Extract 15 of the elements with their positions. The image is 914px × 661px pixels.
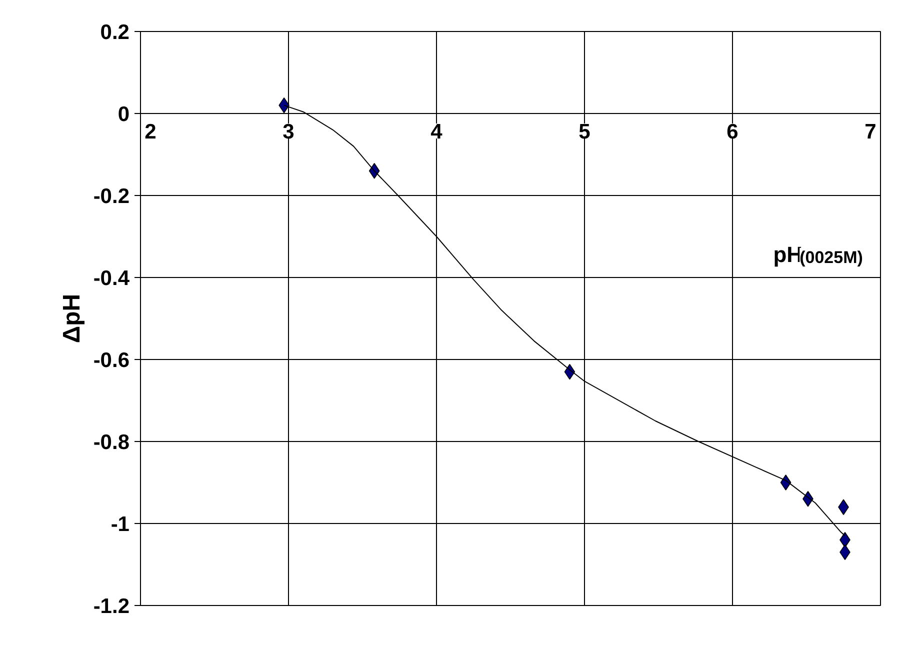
y-tick-label: -0.4 bbox=[93, 267, 130, 290]
y-tick-label: 0 bbox=[118, 103, 130, 126]
y-tick-label: -1.2 bbox=[93, 595, 130, 618]
y-axis-title: ΔpH bbox=[58, 294, 86, 344]
y-tick-label: -0.2 bbox=[93, 185, 130, 208]
y-tick-label: 0.2 bbox=[100, 21, 130, 44]
x-tick-label: 6 bbox=[726, 120, 738, 144]
y-tick-label: -0.6 bbox=[93, 349, 130, 372]
y-tick-label: -1 bbox=[110, 513, 130, 536]
x-tick-label: 3 bbox=[282, 120, 294, 144]
x-tick-label: 7 bbox=[864, 120, 876, 144]
x-tick-label: 2 bbox=[144, 120, 156, 144]
x-tick-label: 4 bbox=[430, 120, 443, 144]
y-tick-label: -0.8 bbox=[93, 431, 130, 454]
x-tick-label: 5 bbox=[578, 120, 591, 144]
